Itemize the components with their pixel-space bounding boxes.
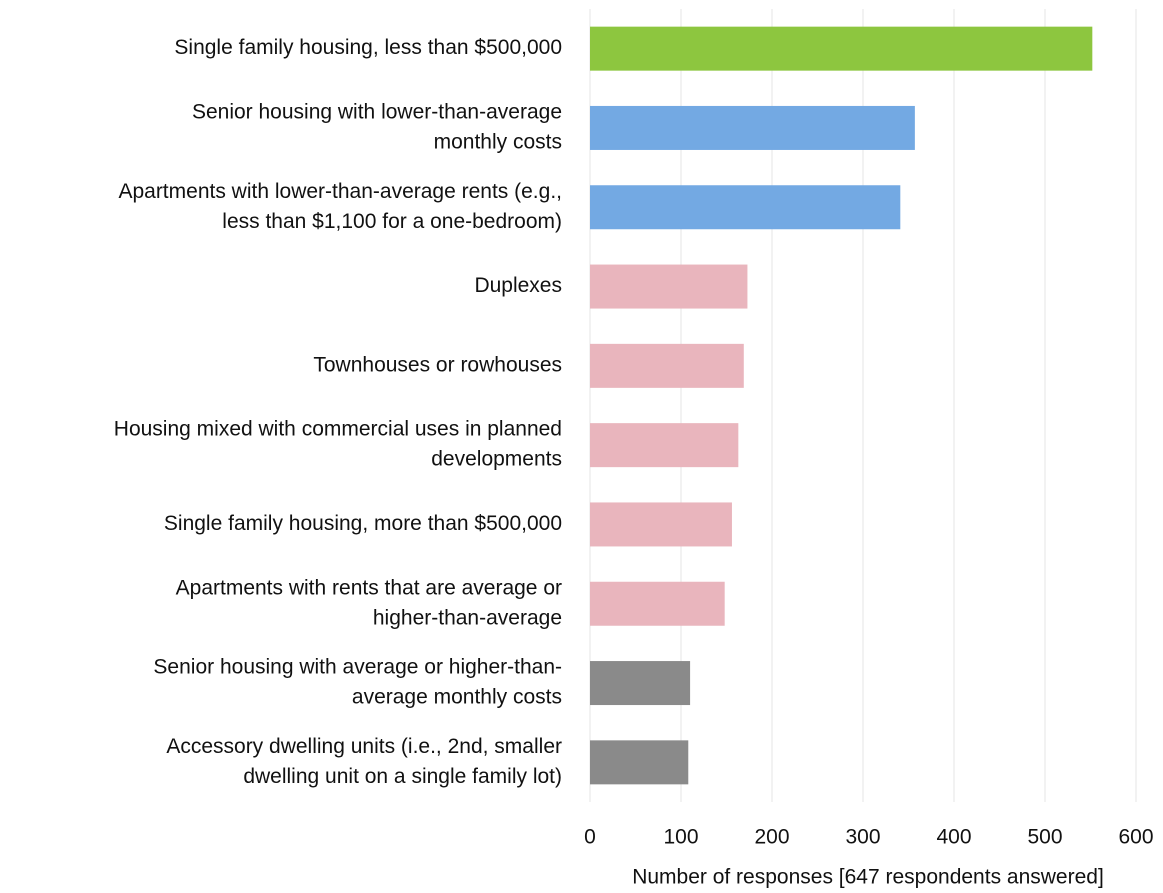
bar [590, 423, 739, 468]
y-tick-label: Senior housing with lower-than-average [192, 100, 562, 123]
bar [590, 185, 901, 230]
x-tick-label: 100 [663, 826, 698, 849]
bar [590, 661, 691, 706]
x-tick-label: 400 [936, 826, 971, 849]
y-tick-label: Single family housing, more than $500,00… [164, 512, 562, 535]
x-tick-label: 0 [584, 826, 596, 849]
bar [590, 264, 748, 309]
x-tick-label: 600 [1118, 826, 1153, 849]
bar [590, 343, 744, 388]
y-tick-label: dwelling unit on a single family lot) [243, 765, 562, 788]
y-tick-label: monthly costs [434, 130, 562, 153]
y-tick-label: average monthly costs [352, 686, 562, 709]
y-tick-label: Single family housing, less than $500,00… [174, 36, 562, 59]
y-tick-label: Accessory dwelling units (i.e., 2nd, sma… [166, 735, 562, 758]
bar [590, 105, 915, 150]
x-tick-label: 300 [845, 826, 880, 849]
bar [590, 581, 725, 626]
bar [590, 740, 689, 785]
y-tick-label: Apartments with rents that are average o… [176, 576, 562, 599]
y-tick-label: developments [431, 448, 562, 471]
y-tick-label: Townhouses or rowhouses [313, 353, 562, 376]
y-tick-label: Housing mixed with commercial uses in pl… [114, 418, 562, 441]
y-tick-label: Senior housing with average or higher-th… [153, 656, 562, 679]
x-tick-label: 500 [1027, 826, 1062, 849]
y-tick-label: Apartments with lower-than-average rents… [118, 180, 562, 203]
bar [590, 26, 1093, 71]
bar [590, 502, 732, 547]
x-tick-label: 200 [754, 826, 789, 849]
y-tick-label: higher-than-average [373, 606, 562, 629]
x-axis-title: Number of responses [647 respondents ans… [632, 866, 1104, 889]
y-tick-label: less than $1,100 for a one-bedroom) [222, 210, 562, 233]
y-tick-label: Duplexes [474, 274, 562, 297]
